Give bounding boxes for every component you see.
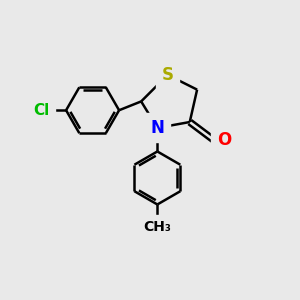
Text: CH₃: CH₃ [143,220,171,234]
Text: O: O [217,131,231,149]
Text: N: N [150,119,164,137]
Text: Cl: Cl [33,103,49,118]
Text: S: S [162,66,174,84]
